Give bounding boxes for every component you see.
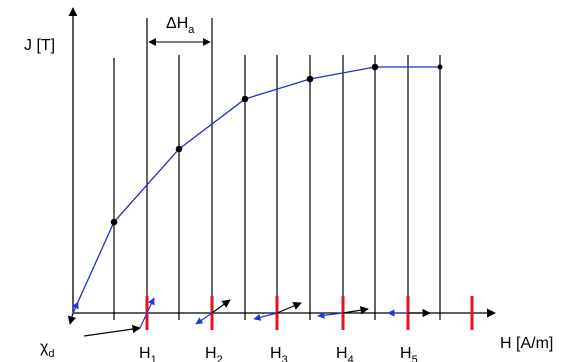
h2-label: H2	[205, 345, 223, 362]
slope-arrows	[67, 297, 431, 337]
h1-label: H1	[139, 345, 157, 362]
curve-point	[110, 218, 118, 226]
curve-points	[110, 63, 443, 226]
delta-h-label: ΔHa	[166, 15, 195, 36]
x-axis-label: H [A/m]	[500, 335, 553, 352]
h3-label: H3	[270, 345, 288, 362]
curve-point	[371, 63, 379, 71]
curve-point	[437, 64, 443, 70]
vertical-grid-lines	[113, 18, 441, 320]
h4-label: H4	[336, 345, 354, 362]
magnetization-curve	[72, 66, 440, 314]
curve-point	[241, 95, 249, 103]
curve-point	[175, 145, 183, 153]
curve-point	[306, 75, 314, 83]
chi-d-label: χd	[40, 339, 55, 360]
h5-label: H5	[400, 345, 418, 362]
y-axis-label: J [T]	[24, 37, 55, 54]
